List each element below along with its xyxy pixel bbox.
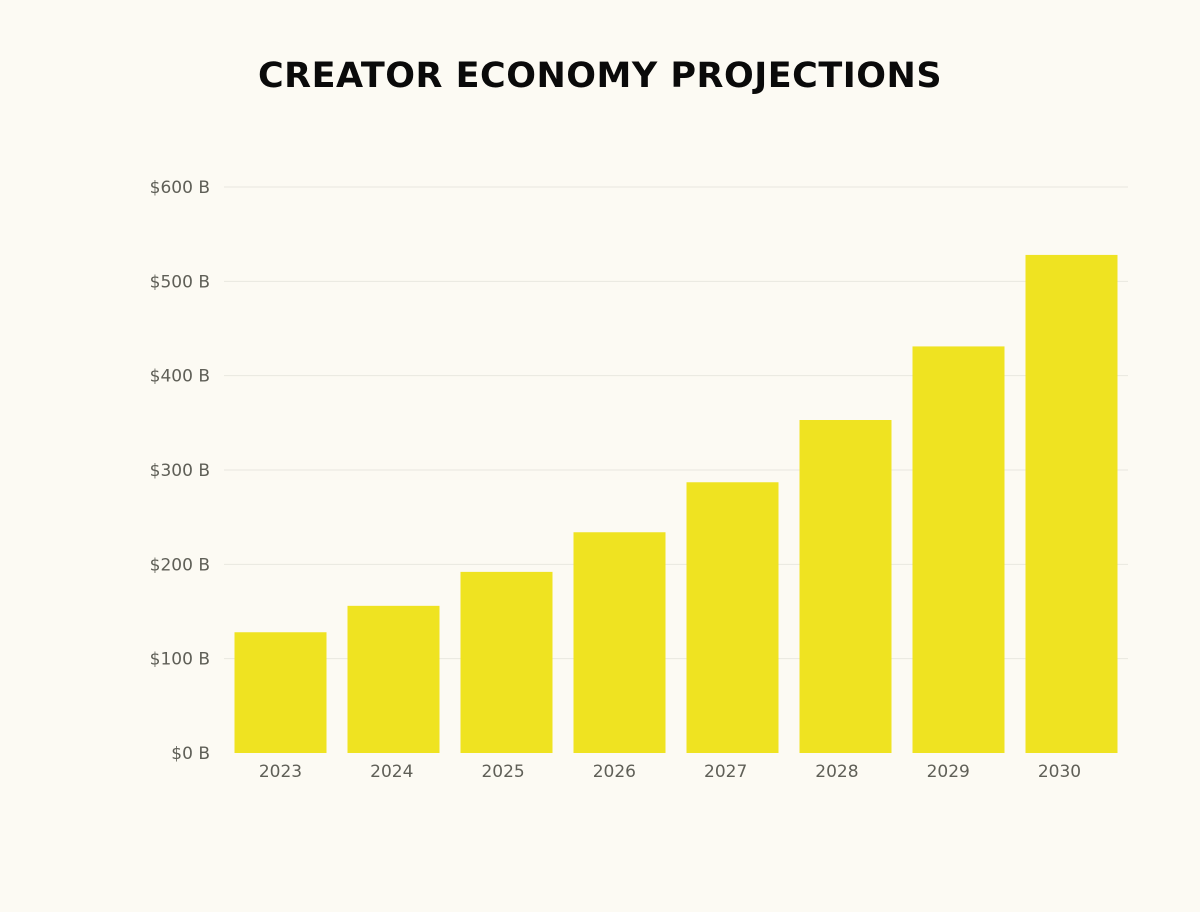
y-tick-label: $400 B — [150, 367, 210, 387]
x-tick-label: 2030 — [1038, 762, 1081, 782]
y-tick-label: $300 B — [150, 461, 210, 481]
bar — [912, 346, 1005, 753]
x-tick-label: 2027 — [704, 762, 747, 782]
y-tick-label: $600 B — [150, 178, 210, 198]
bar — [686, 482, 779, 753]
y-tick-label: $500 B — [150, 272, 210, 292]
bar — [1025, 254, 1118, 754]
bar — [347, 605, 440, 753]
bar — [460, 571, 553, 753]
y-tick-label: $0 B — [171, 744, 210, 764]
x-tick-label: 2028 — [815, 762, 858, 782]
x-tick-label: 2023 — [259, 762, 302, 782]
x-tick-label: 2029 — [927, 762, 970, 782]
x-tick-label: 2026 — [593, 762, 636, 782]
x-tick-label: 2025 — [481, 762, 524, 782]
x-tick-label: 2024 — [370, 762, 413, 782]
bar — [234, 632, 327, 753]
chart-title: CREATOR ECONOMY PROJECTIONS — [257, 56, 943, 96]
bar — [799, 420, 892, 753]
y-tick-label: $100 B — [150, 650, 210, 670]
y-tick-label: $200 B — [150, 555, 210, 575]
bar — [573, 532, 666, 753]
